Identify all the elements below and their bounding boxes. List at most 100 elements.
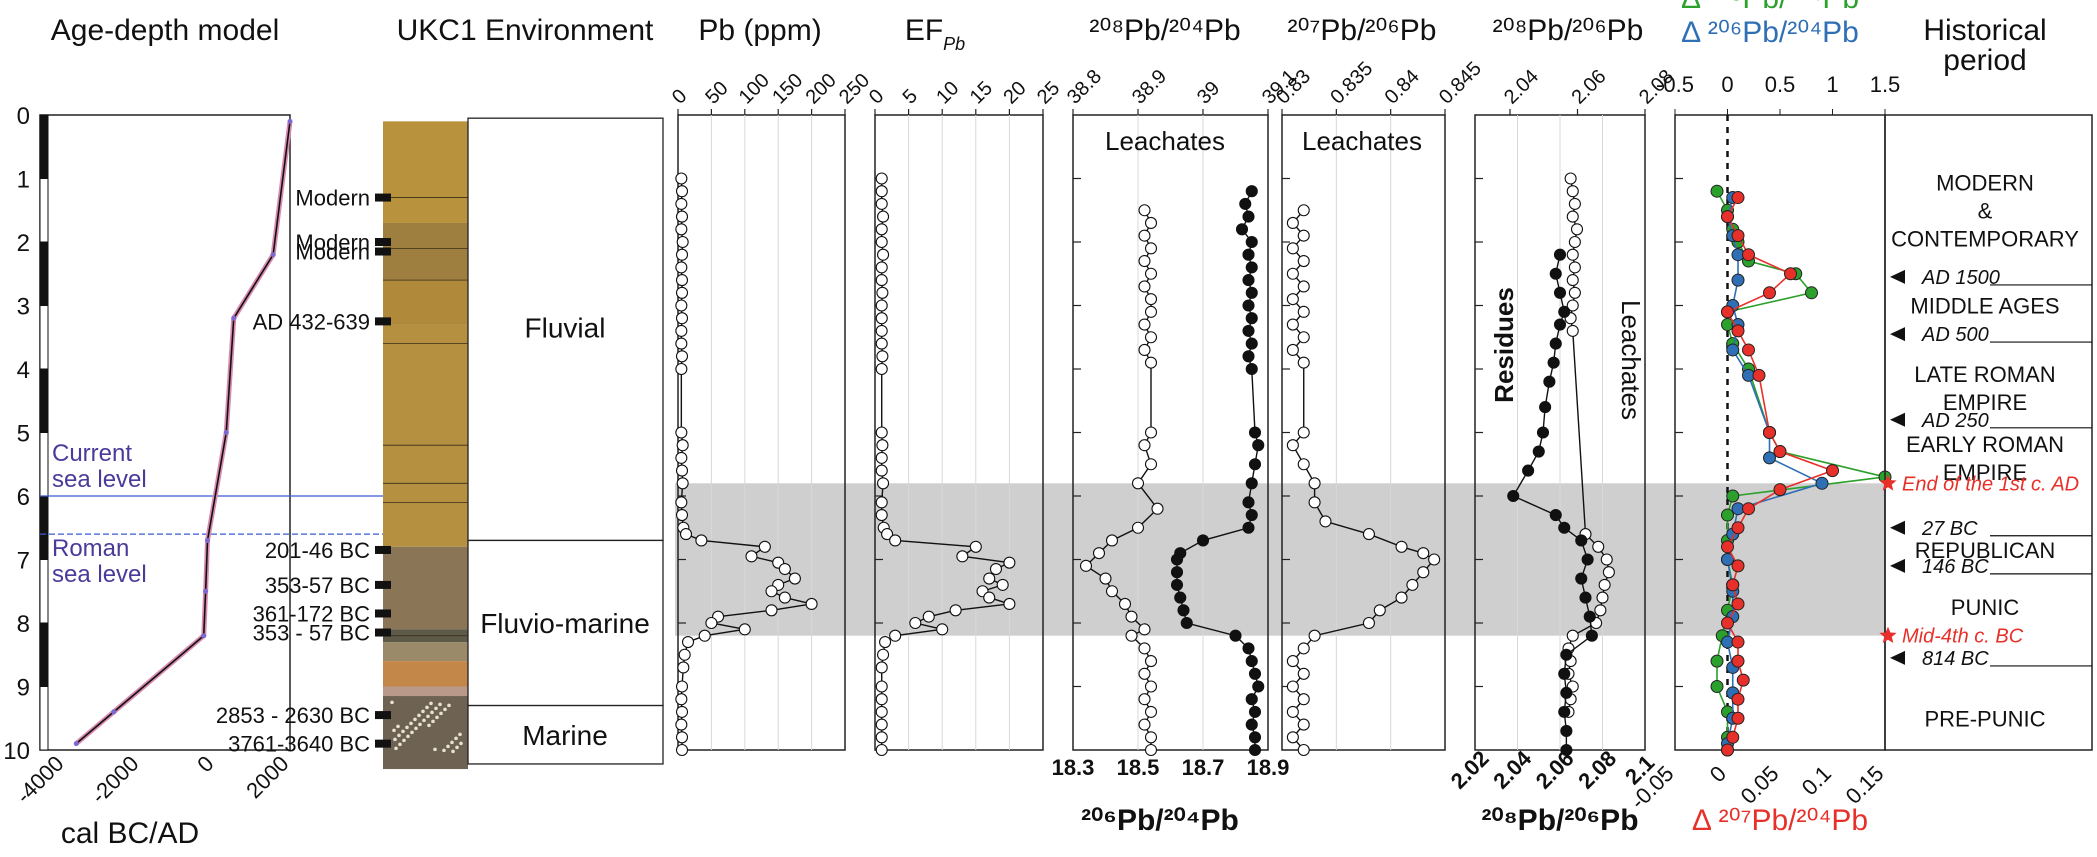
delta-red-point	[1773, 445, 1787, 459]
delta-206-204-title: Δ ²⁰⁶Pb/²⁰⁴Pb	[1681, 16, 1859, 49]
ef-point	[989, 562, 1003, 576]
history-star-icon	[1879, 626, 1897, 643]
pb206-204-filled-point	[1242, 324, 1255, 337]
delta-red-point	[1731, 597, 1745, 611]
core-layer	[383, 324, 468, 547]
core-shell-fragment	[439, 711, 443, 716]
pb207-206-point	[1308, 629, 1321, 642]
core-shell-fragment	[434, 706, 438, 711]
leachates-label: Leachates	[1616, 300, 1646, 420]
depth-tick-label: 10	[3, 738, 30, 765]
pb208-204-open-point	[1144, 305, 1158, 318]
core-shell-fragment	[442, 748, 446, 753]
pb206-204-filled-point	[1170, 566, 1184, 579]
pb206-204-filled-point	[1239, 197, 1252, 210]
history-period-label: CONTEMPORARY	[1891, 226, 2079, 251]
delta-red-point	[1763, 426, 1776, 439]
pb206-204-filled-point	[1245, 693, 1258, 706]
core-shell-fragment	[450, 740, 454, 745]
sample-marker	[375, 739, 391, 748]
pb208-204-open-point	[1151, 502, 1164, 515]
sample-age-label: Modern	[295, 186, 370, 211]
delta-bottom-tick: 0.15	[1841, 761, 1889, 809]
pb207-206-point	[1297, 743, 1310, 757]
pb208-206-filled-point	[1549, 267, 1562, 280]
delta-red-point	[1742, 343, 1755, 357]
pb208-204-open-point	[1138, 623, 1151, 636]
ef-top-tick-label: 0	[865, 85, 888, 108]
history-period-label: LATE ROMAN	[1914, 362, 2055, 387]
pb208-206-title: ²⁰⁸Pb/²⁰⁶Pb	[1493, 14, 1644, 47]
pb208-204-open-point	[1144, 743, 1158, 757]
pb206-204-filled-point	[1245, 508, 1258, 522]
pb207-206-point	[1286, 267, 1299, 280]
pb207-206-point	[1286, 655, 1299, 668]
pb-point	[705, 616, 718, 630]
pb208-206-top-tick-label: 2.04	[1500, 65, 1543, 108]
pb-point	[675, 718, 688, 731]
delta-red-point	[1731, 654, 1745, 668]
pb-point	[679, 528, 693, 541]
delta-bottom-tick: 0	[1705, 761, 1731, 787]
pb206-204-bottom-tick: 18.5	[1117, 755, 1160, 780]
age-model-point	[73, 741, 79, 747]
core-shell-fragment	[435, 715, 439, 720]
pb208-206-filled-point	[1549, 337, 1562, 350]
pb206-204-filled-point	[1252, 680, 1265, 693]
pb208-204-open-point	[1144, 267, 1158, 280]
ef-point	[877, 477, 890, 490]
pb208-204-title: ²⁰⁸Pb/²⁰⁴Pb	[1089, 14, 1240, 47]
history-marker-label: AD 500	[1921, 324, 1989, 346]
history-period-label: EMPIRE	[1943, 390, 2027, 415]
pb-point	[675, 274, 689, 287]
pb206-204-filled-point	[1242, 521, 1255, 534]
pb208-204-open-point	[1144, 426, 1158, 439]
pb208-206-open-point	[1600, 553, 1613, 566]
core-shell-fragment	[409, 721, 413, 726]
pb206-204-filled-point	[1242, 299, 1255, 312]
pb207-206-point	[1362, 528, 1375, 541]
depth-bar-segment	[39, 305, 49, 370]
sample-marker	[375, 545, 391, 554]
depth-bar-segment	[39, 178, 49, 243]
pb207-206-point	[1297, 426, 1310, 439]
ef-point	[969, 540, 982, 553]
pb-point	[675, 172, 688, 185]
ef-point	[983, 591, 996, 604]
history-period-label: PUNIC	[1951, 595, 2020, 620]
ef-point	[875, 172, 888, 185]
age-model-point	[270, 252, 276, 258]
history-marker-label: 27 BC	[1921, 518, 1978, 540]
pb208-206-bottom-label: ²⁰⁸Pb/²⁰⁶Pb	[1481, 804, 1638, 837]
pb208-206-filled-point	[1560, 648, 1573, 661]
pb206-204-bottom-label: ²⁰⁶Pb/²⁰⁴Pb	[1081, 804, 1239, 837]
pb208-206-open-point	[1568, 197, 1581, 210]
pb-panel-frame	[677, 114, 846, 751]
delta-blue-point	[1721, 553, 1734, 566]
core-layer	[383, 121, 468, 223]
delta-green-point	[1710, 654, 1724, 668]
pb-point	[675, 693, 688, 706]
depth-tick-label: 2	[17, 230, 30, 257]
core-shell-fragment	[396, 724, 400, 729]
pb208-204-open-point	[1099, 572, 1112, 585]
pb208-204-open-point	[1125, 629, 1138, 642]
pb-top-tick-label: 50	[701, 77, 732, 108]
sample-marker	[375, 628, 391, 637]
core-shell-fragment	[414, 726, 418, 731]
core-layer	[383, 661, 468, 687]
pb-point	[676, 477, 689, 490]
ef-title-main: EF	[905, 14, 943, 47]
delta-red-point	[1742, 502, 1755, 516]
ef-point	[877, 210, 890, 223]
grey-highlight-band-layer	[675, 483, 1885, 636]
pb207-206-top-tick-label: 0.845	[1435, 58, 1486, 109]
sample-age-label: 201-46 BC	[265, 538, 370, 563]
pb207-206-point	[1297, 229, 1310, 242]
pb207-206-point	[1297, 718, 1310, 731]
depth-tick-label: 4	[17, 357, 30, 384]
pb208-206-filled-point	[1585, 629, 1598, 642]
pb-point	[678, 648, 691, 661]
